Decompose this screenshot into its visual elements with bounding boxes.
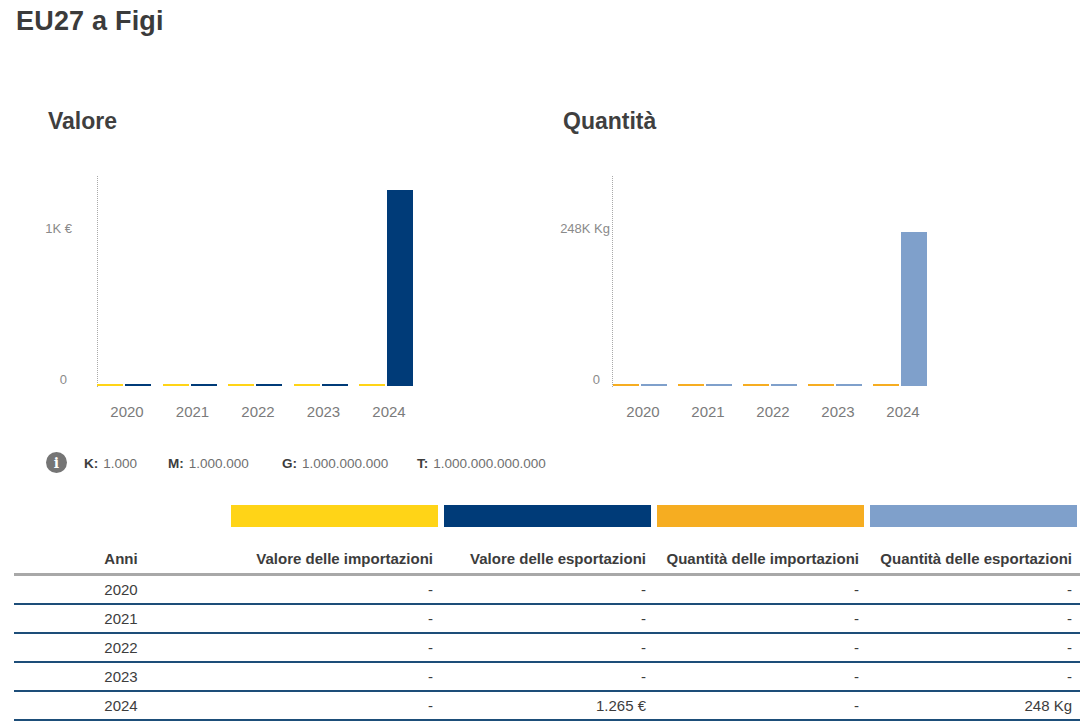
y-zero-label: 0: [60, 372, 67, 387]
value-cell: -: [654, 691, 867, 720]
chart-bar-valore-delle-importazioni-2022[interactable]: [228, 384, 254, 386]
column-header-anni: Anni: [14, 527, 228, 575]
unit-value: 1.000.000: [189, 456, 249, 471]
value-cell: -: [228, 604, 441, 633]
x-axis-label: 2021: [691, 403, 724, 420]
value-cell: -: [228, 691, 441, 720]
legend-swatch-valore-esportazioni: [444, 505, 651, 527]
chart-valore-title: Valore: [48, 108, 117, 135]
chart-bar-quantità-delle-importazioni-2020[interactable]: [613, 384, 639, 386]
chart-bar-quantità-delle-importazioni-2023[interactable]: [808, 384, 834, 386]
unit-label: G:: [282, 456, 297, 471]
unit-value: 1.000.000.000: [302, 456, 388, 471]
x-axis-label: 2023: [821, 403, 854, 420]
x-axis-label: 2022: [241, 403, 274, 420]
value-cell: -: [654, 662, 867, 691]
trade-table: Anni Valore delle importazioni Valore de…: [14, 505, 1080, 721]
table-header-row: Anni Valore delle importazioni Valore de…: [14, 527, 1080, 575]
chart-bar-valore-delle-importazioni-2024[interactable]: [359, 384, 385, 386]
column-header-valore-importazioni: Valore delle importazioni: [228, 527, 441, 575]
value-cell: -: [654, 604, 867, 633]
y-tick-label: 248K Kg: [560, 221, 610, 236]
chart-bar-valore-delle-esportazioni-2021[interactable]: [191, 384, 217, 386]
unit-label: T:: [417, 456, 428, 471]
chart-bar-valore-delle-importazioni-2021[interactable]: [163, 384, 189, 386]
chart-quantita-title: Quantità: [563, 108, 656, 135]
chart-bar-quantità-delle-esportazioni-2024[interactable]: [901, 232, 927, 386]
value-cell: -: [228, 662, 441, 691]
chart-bar-quantità-delle-importazioni-2021[interactable]: [678, 384, 704, 386]
value-cell: -: [654, 633, 867, 662]
x-axis-label: 2024: [886, 403, 919, 420]
chart-bar-valore-delle-importazioni-2020[interactable]: [97, 384, 123, 386]
legend-swatch-quantita-esportazioni: [870, 505, 1077, 527]
unit-legend-item: M: 1.000.000: [168, 456, 249, 471]
legend-row: [14, 505, 1080, 527]
table-row: 2020----: [14, 575, 1080, 605]
table-row: 2022----: [14, 633, 1080, 662]
chart-bar-valore-delle-esportazioni-2023[interactable]: [322, 384, 348, 386]
legend-swatch-quantita-importazioni: [657, 505, 864, 527]
chart-bar-valore-delle-importazioni-2023[interactable]: [294, 384, 320, 386]
value-cell: -: [228, 575, 441, 605]
value-cell: -: [441, 662, 654, 691]
unit-value: 1.000: [103, 456, 137, 471]
value-cell: -: [867, 604, 1080, 633]
column-header-quantita-esportazioni: Quantità delle esportazioni: [867, 527, 1080, 575]
chart-bar-quantità-delle-esportazioni-2022[interactable]: [771, 384, 797, 386]
year-cell: 2024: [14, 691, 228, 720]
unit-label: M:: [168, 456, 184, 471]
chart-bar-quantità-delle-esportazioni-2021[interactable]: [706, 384, 732, 386]
year-cell: 2020: [14, 575, 228, 605]
table-row: 2021----: [14, 604, 1080, 633]
y-tick-label: 1K €: [45, 221, 72, 236]
unit-label: K:: [84, 456, 98, 471]
chart-bar-quantità-delle-importazioni-2022[interactable]: [743, 384, 769, 386]
x-axis-label: 2020: [626, 403, 659, 420]
value-cell: -: [867, 575, 1080, 605]
chart-bar-valore-delle-esportazioni-2024[interactable]: [387, 190, 413, 386]
value-cell: -: [867, 633, 1080, 662]
unit-legend-item: T: 1.000.000.000.000: [417, 456, 546, 471]
y-zero-label: 0: [593, 372, 600, 387]
unit-legend-item: G: 1.000.000.000: [282, 456, 388, 471]
x-axis-label: 2021: [176, 403, 209, 420]
chart-bar-quantità-delle-esportazioni-2020[interactable]: [641, 384, 667, 386]
x-axis-label: 2022: [756, 403, 789, 420]
year-cell: 2023: [14, 662, 228, 691]
table-row: 2023----: [14, 662, 1080, 691]
x-axis-label: 2023: [307, 403, 340, 420]
chart-bar-valore-delle-esportazioni-2020[interactable]: [125, 384, 151, 386]
column-header-valore-esportazioni: Valore delle esportazioni: [441, 527, 654, 575]
year-cell: 2021: [14, 604, 228, 633]
chart-bar-valore-delle-esportazioni-2022[interactable]: [256, 384, 282, 386]
value-cell: -: [441, 633, 654, 662]
table-row: 2024-1.265 €-248 Kg: [14, 691, 1080, 720]
value-cell: -: [654, 575, 867, 605]
x-axis-label: 2020: [110, 403, 143, 420]
chart-bar-quantità-delle-esportazioni-2023[interactable]: [836, 384, 862, 386]
value-cell: 1.265 €: [441, 691, 654, 720]
page-title: EU27 a Figi: [16, 6, 164, 37]
x-axis-label: 2024: [372, 403, 405, 420]
column-header-quantita-importazioni: Quantità delle importazioni: [654, 527, 867, 575]
info-icon[interactable]: i: [46, 452, 67, 473]
legend-swatch-valore-importazioni: [231, 505, 438, 527]
value-cell: 248 Kg: [867, 691, 1080, 720]
unit-value: 1.000.000.000.000: [433, 456, 546, 471]
unit-legend-item: K: 1.000: [84, 456, 137, 471]
value-cell: -: [867, 662, 1080, 691]
chart-bar-quantità-delle-importazioni-2024[interactable]: [873, 384, 899, 386]
value-cell: -: [441, 575, 654, 605]
value-cell: -: [441, 604, 654, 633]
value-cell: -: [228, 633, 441, 662]
y-axis-line: [612, 176, 613, 387]
year-cell: 2022: [14, 633, 228, 662]
y-axis-line: [97, 176, 98, 387]
